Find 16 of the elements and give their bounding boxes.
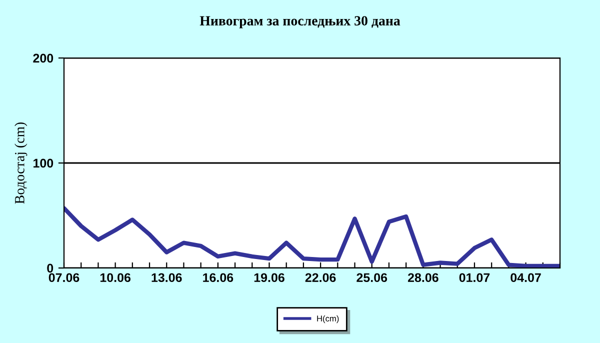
x-tick-label: 22.06 [305,273,336,282]
chart-title: Нивограм за последњих 30 дана [200,16,400,28]
y-tick-label: 0 [47,264,54,273]
y-tick-label: 200 [33,54,54,63]
x-tick-label: 04.07 [510,273,541,282]
x-tick-label: 25.06 [356,273,388,282]
x-tick-label: 16.06 [203,273,234,282]
x-tick-label: 13.06 [152,273,182,282]
y-axis-title: Водостај (cm) [14,122,28,204]
legend-label: H(cm) [317,315,339,324]
x-tick-label: 28.06 [408,273,438,282]
y-tick-label: 100 [34,158,54,168]
x-tick-label: 01.07 [459,273,490,282]
x-tick-label: 07.06 [48,273,80,282]
x-tick-label: 19.06 [254,273,284,282]
x-tick-label: 10.06 [100,273,130,282]
